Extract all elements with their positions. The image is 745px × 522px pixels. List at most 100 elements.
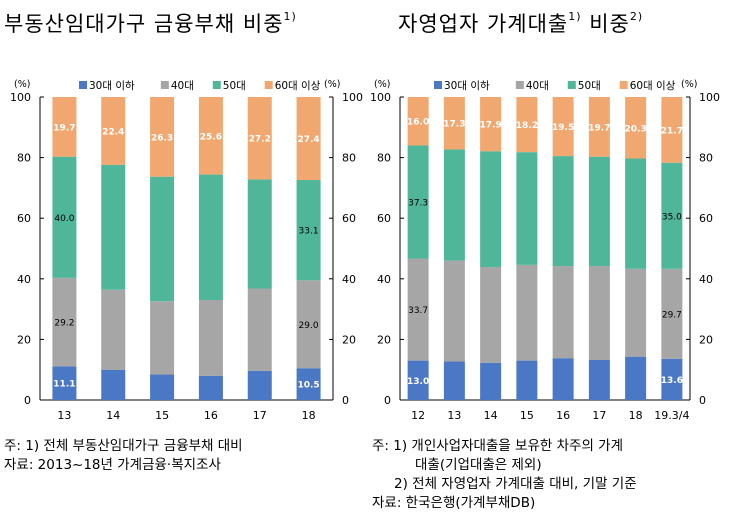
right-data-label: 13.0: [407, 377, 429, 387]
right-legend-swatch: [434, 81, 442, 89]
right-note-2: 2) 전체 자영업자 가계대출 대비, 기말 기준: [394, 476, 637, 492]
right-title-note1: 1): [568, 10, 582, 23]
right-bar-segment: [516, 264, 538, 361]
left-bar-segment: [296, 97, 321, 181]
left-source: 자료: 2013~18년 가계금융·복지조사: [4, 457, 221, 473]
left-bar-segment: [101, 97, 126, 165]
left-legend-label: 60대 이상: [275, 80, 321, 92]
left-ytick-label-left: 40: [17, 273, 31, 286]
right-legend-swatch: [567, 81, 576, 89]
left-ytick-label-right: 60: [342, 212, 356, 225]
right-data-label: 17.9: [480, 121, 502, 131]
left-legend-label: 30대 이하: [89, 79, 135, 92]
right-bar-segment: [407, 258, 429, 361]
right-data-label: 29.7: [662, 310, 682, 320]
right-ytick-label-left: 60: [377, 212, 391, 225]
right-data-label: 18.2: [516, 121, 538, 131]
right-bar-segment: [480, 97, 502, 152]
left-bar-segment: [52, 277, 77, 367]
left-legend-swatch: [212, 81, 221, 89]
right-bar-segment: [661, 358, 683, 400]
right-bar-segment: [480, 266, 502, 363]
right-legend-label: 60대 이상: [630, 80, 676, 92]
right-ytick-label-right: 20: [699, 333, 713, 346]
right-bar-segment: [661, 97, 683, 163]
right-title-text2: 비중: [589, 12, 630, 36]
right-xtick-label: 19.3/4: [654, 409, 689, 422]
right-note-1: 주: 1) 개인사업자대출을 보유한 차주의 가계: [372, 438, 624, 454]
left-xtick-label: 18: [302, 409, 316, 422]
left-legend-label: 50대: [223, 80, 246, 92]
right-unit-right: (%): [681, 79, 697, 90]
right-unit-left: (%): [374, 79, 390, 90]
right-bar-segment: [443, 361, 465, 400]
left-ytick-label-left: 60: [17, 212, 31, 225]
right-ytick-label-right: 80: [699, 152, 713, 165]
right-ytick-label-right: 40: [699, 273, 713, 286]
right-title-text: 자영업자 가계대출: [398, 12, 569, 36]
right-bar-segment: [661, 268, 683, 359]
left-bar-segment: [101, 370, 126, 400]
right-bar-segment: [407, 145, 429, 259]
right-ytick-label-right: 0: [699, 394, 706, 407]
left-unit-right: (%): [324, 79, 340, 90]
right-xtick-label: 18: [629, 409, 643, 422]
left-bar-segment: [296, 280, 321, 369]
right-data-label: 35.0: [662, 212, 682, 222]
right-data-label: 33.7: [408, 306, 428, 316]
right-bar-segment: [480, 362, 502, 400]
left-xtick-label: 16: [204, 409, 218, 422]
right-bar-segment: [552, 156, 574, 267]
left-bar-segment: [247, 179, 272, 289]
left-bar-segment: [296, 180, 321, 281]
right-bar-segment: [588, 97, 610, 157]
right-bar-segment: [552, 358, 574, 400]
right-data-label: 20.3: [625, 124, 647, 134]
right-legend-label: 40대: [526, 80, 549, 92]
right-ytick-label-left: 0: [384, 394, 391, 407]
left-bar-segment: [52, 97, 77, 157]
right-ytick-label-left: 80: [377, 152, 391, 165]
right-legend-label: 50대: [578, 80, 601, 92]
left-bar-segment: [198, 174, 223, 301]
left-ytick-label-right: 20: [342, 333, 356, 346]
right-xtick-label: 12: [411, 409, 425, 422]
left-chart-title: 부동산임대가구 금융부채 비중1): [4, 8, 297, 38]
right-legend-swatch: [619, 81, 628, 89]
left-xtick-label: 15: [155, 409, 169, 422]
right-bar-segment: [516, 152, 538, 265]
right-data-label: 16.0: [407, 118, 429, 128]
left-data-label: 26.3: [151, 133, 173, 143]
right-bar-segment: [588, 360, 610, 400]
left-bar-segment: [198, 97, 223, 175]
left-bar-segment: [101, 289, 126, 371]
right-note-1-cont: 대출(기업대출은 제외): [415, 457, 542, 473]
right-ytick-label-right: 100: [699, 91, 720, 104]
left-xtick-label: 14: [106, 409, 120, 422]
right-data-label: 13.6: [661, 376, 683, 386]
left-bar-segment: [150, 301, 175, 375]
left-legend-swatch: [160, 81, 169, 89]
right-bar-segment: [443, 149, 465, 261]
right-bar-segment: [480, 151, 502, 267]
right-legend-label: 30대 이하: [444, 79, 490, 92]
left-bar-segment: [150, 97, 175, 177]
left-data-label: 22.4: [102, 127, 124, 137]
left-legend-swatch: [264, 81, 273, 89]
right-bar-segment: [625, 268, 647, 357]
right-ytick-label-left: 100: [370, 91, 391, 104]
left-bar-segment: [247, 97, 272, 180]
left-data-label: 40.0: [54, 214, 74, 224]
left-ytick-label-left: 80: [17, 152, 31, 165]
right-bar-segment: [552, 266, 574, 359]
left-bar-segment: [101, 164, 126, 290]
left-data-label: 11.1: [53, 380, 75, 390]
right-bar-segment: [443, 97, 465, 150]
right-bar-segment: [443, 260, 465, 362]
right-bar-segment: [625, 97, 647, 159]
left-bar-segment: [296, 368, 321, 400]
left-ytick-label-right: 80: [342, 152, 356, 165]
right-bar-segment: [516, 360, 538, 400]
right-title-note2: 2): [629, 10, 644, 23]
